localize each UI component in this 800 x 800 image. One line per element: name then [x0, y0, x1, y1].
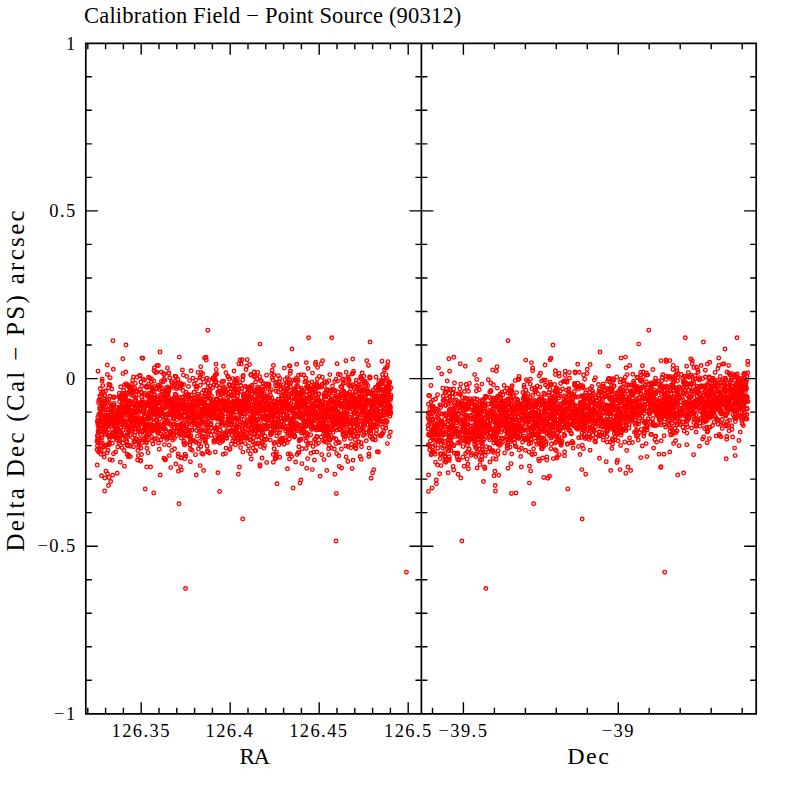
- svg-text:−0.5: −0.5: [37, 536, 76, 556]
- svg-text:RA: RA: [239, 744, 270, 769]
- svg-text:0.5: 0.5: [49, 201, 76, 221]
- svg-text:Dec: Dec: [567, 743, 610, 769]
- svg-text:−39.5: −39.5: [438, 721, 488, 741]
- svg-text:Delta Dec (Cal − PS) arcsec: Delta Dec (Cal − PS) arcsec: [2, 208, 30, 551]
- svg-text:0: 0: [66, 369, 77, 389]
- svg-text:Calibration Field − Point Sour: Calibration Field − Point Source (90312): [84, 3, 462, 28]
- svg-text:126.4: 126.4: [205, 721, 254, 741]
- svg-text:126.45: 126.45: [289, 721, 348, 741]
- svg-text:1: 1: [66, 34, 77, 54]
- svg-text:126.5: 126.5: [384, 721, 433, 741]
- svg-text:−39: −39: [602, 721, 635, 741]
- svg-text:126.35: 126.35: [112, 721, 171, 741]
- svg-text:−1: −1: [54, 704, 76, 724]
